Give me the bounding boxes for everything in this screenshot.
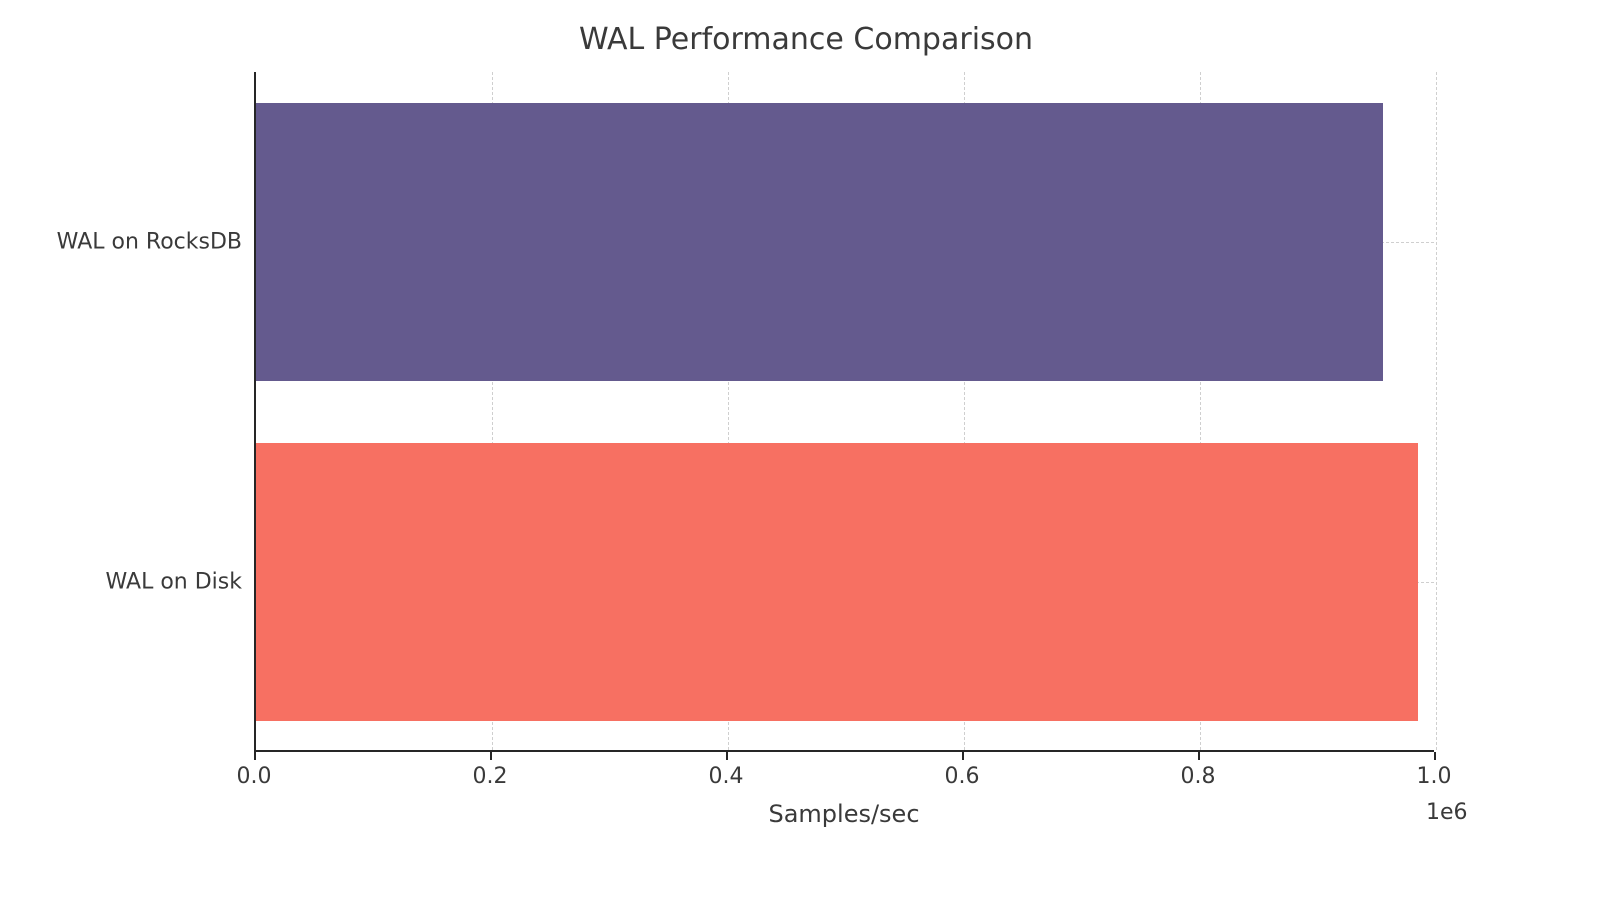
gridline-vertical: [1436, 72, 1437, 750]
x-tick-label: 0.0: [237, 764, 272, 789]
x-tick-mark: [726, 752, 728, 760]
bar: [256, 103, 1383, 382]
chart-figure: WAL Performance Comparison Samples/sec 1…: [0, 0, 1612, 922]
x-axis-label: Samples/sec: [254, 800, 1434, 828]
chart-title: WAL Performance Comparison: [0, 22, 1612, 57]
bar: [256, 443, 1418, 722]
x-axis-offset-text: 1e6: [1426, 800, 1468, 825]
x-tick-mark: [1198, 752, 1200, 760]
x-tick-mark: [1434, 752, 1436, 760]
x-tick-label: 0.8: [1181, 764, 1216, 789]
plot-area: [254, 72, 1434, 752]
x-tick-label: 0.4: [709, 764, 744, 789]
x-tick-label: 0.6: [945, 764, 980, 789]
x-tick-mark: [254, 752, 256, 760]
x-tick-mark: [490, 752, 492, 760]
y-tick-label: WAL on RocksDB: [57, 230, 242, 255]
x-tick-mark: [962, 752, 964, 760]
y-tick-label: WAL on Disk: [105, 570, 242, 595]
x-tick-label: 0.2: [473, 764, 508, 789]
x-tick-label: 1.0: [1417, 764, 1452, 789]
